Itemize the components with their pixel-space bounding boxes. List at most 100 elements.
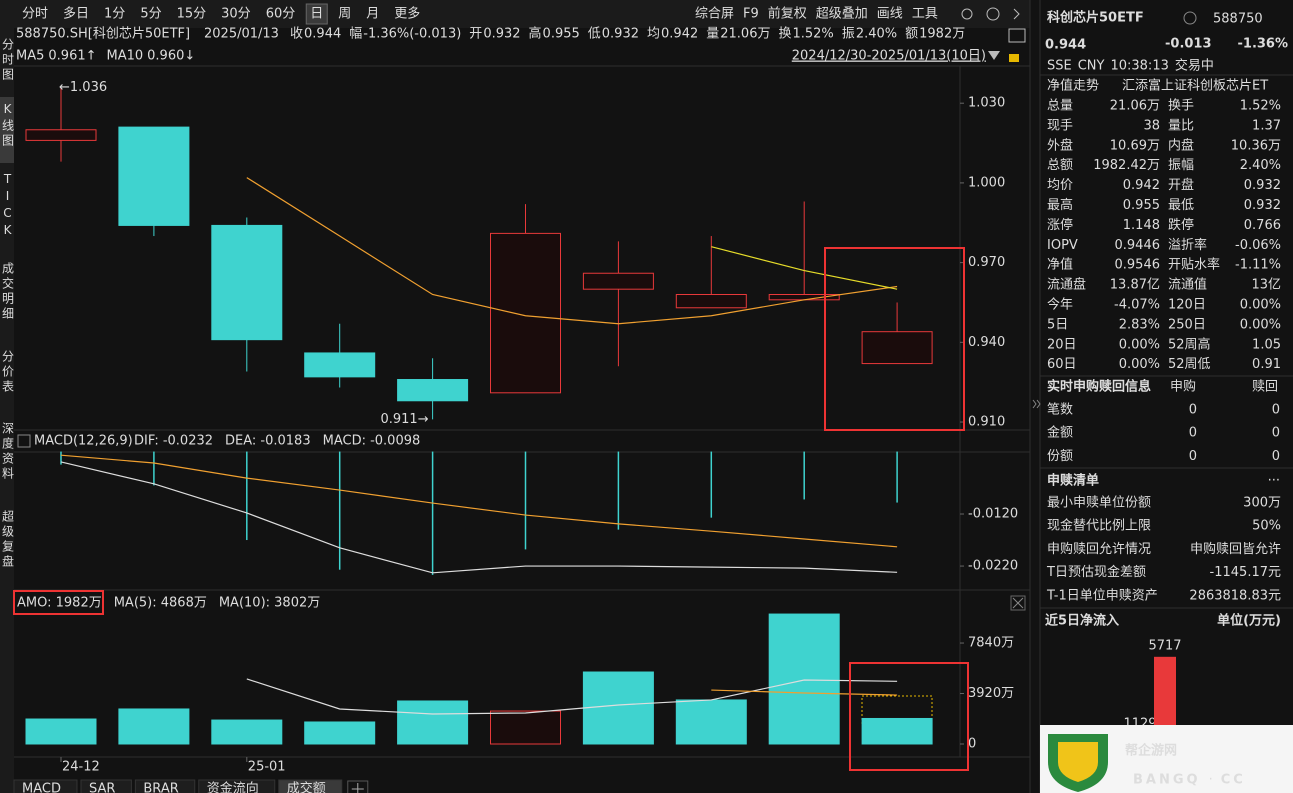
candle-body	[675, 293, 747, 309]
period-tab[interactable]: 15分	[177, 7, 207, 22]
add-tab-box[interactable]	[347, 780, 369, 793]
stat-value: 0.942	[1123, 178, 1160, 193]
candle-body	[118, 126, 190, 226]
stat-label: 流通值	[1168, 277, 1207, 293]
expand-icon[interactable]	[1032, 399, 1041, 409]
column-head: 申购	[1170, 379, 1196, 395]
ma-value: 0.960↓	[147, 49, 195, 64]
bottom-tab[interactable]	[80, 779, 132, 793]
tool-button[interactable]: 工具	[912, 7, 938, 22]
help-icon[interactable]	[17, 434, 31, 448]
period-tab[interactable]: 多日	[63, 6, 89, 22]
stat-label: 量比	[1168, 118, 1194, 133]
y-tick-label: 0.910	[968, 415, 1005, 430]
period-tab[interactable]: 5分	[140, 7, 161, 22]
stat-label: 60日	[1047, 357, 1077, 372]
stat-label: IOPV	[1047, 238, 1078, 253]
stat-value: 0.00%	[1119, 357, 1160, 372]
candle-body	[861, 331, 933, 365]
stat-label: 250日	[1168, 317, 1206, 332]
settings-icon[interactable]	[961, 8, 973, 20]
column-head: 赎回	[1252, 380, 1278, 395]
stat-value: 38	[1143, 118, 1160, 133]
tool-button[interactable]: F9	[743, 7, 759, 22]
stat-value: 0.9546	[1115, 258, 1161, 273]
period-tab[interactable]: 更多	[394, 6, 420, 22]
field-value: 0.932	[483, 27, 520, 42]
bottom-tab-label[interactable]: BRAR	[143, 782, 178, 793]
stat-value: 1.05	[1252, 337, 1281, 352]
section-title: 近5日净流入	[1045, 613, 1119, 629]
window-icon[interactable]	[1008, 28, 1026, 43]
tool-button[interactable]: 超级叠加	[816, 7, 868, 22]
stat-label: 总额	[1047, 158, 1073, 173]
side-tab[interactable]: 成交明细	[1, 262, 15, 322]
row-label: 现金替代比例上限	[1047, 518, 1151, 534]
close-icon[interactable]	[1012, 597, 1024, 609]
period-tab[interactable]: 日	[310, 7, 323, 22]
tool-button[interactable]: 前复权	[768, 6, 807, 22]
side-tab[interactable]: 深度资料	[1, 422, 15, 482]
ma-value: 0.961↑	[48, 49, 96, 64]
stat-label: 开盘	[1168, 177, 1194, 193]
tool-button[interactable]: 画线	[877, 7, 903, 22]
dropdown-icon[interactable]	[988, 51, 1000, 60]
stat-label: 涨停	[1047, 217, 1073, 233]
bottom-tab-label[interactable]: MACD	[22, 782, 61, 793]
period-tab[interactable]: 月	[366, 7, 379, 22]
volume-bar	[861, 717, 933, 745]
side-tab[interactable]: K线图	[1, 102, 15, 149]
flow-value: 5717	[1148, 638, 1181, 653]
bottom-tab[interactable]	[134, 779, 196, 793]
y-tick-label: 3920万	[968, 686, 1014, 701]
close-box[interactable]	[1010, 595, 1026, 611]
content: 分时 多日 1分 5分 15分 30分 60分日周月更多 综合屏 F9 前复权 超级叠加 画线 工具分时…	[1, 3, 1293, 793]
field-value: 21.06万	[720, 27, 770, 42]
bottom-tab[interactable]	[198, 779, 276, 793]
bottom-tab-label[interactable]: SAR	[89, 782, 115, 793]
macd-field: DEA: -0.0183	[225, 434, 311, 449]
candle-body	[768, 293, 840, 301]
period-tab[interactable]: 30分	[221, 7, 251, 22]
date-range: 2024/12/30-2025/01/13(10日)	[792, 49, 986, 64]
next-icon[interactable]	[1013, 8, 1020, 20]
field-label: 收	[290, 27, 303, 42]
bottom-tab-label[interactable]: 成交额	[287, 781, 326, 793]
stat-value: 10.36万	[1231, 138, 1281, 153]
volume-bar	[211, 719, 283, 745]
period-tab[interactable]: 1分	[104, 7, 125, 22]
bottom-tab[interactable]	[278, 779, 343, 793]
period-tab[interactable]: 周	[338, 7, 351, 22]
stat-value: 13亿	[1251, 278, 1281, 293]
field-value: 1.52%	[792, 27, 833, 42]
row-label: 笔数	[1047, 402, 1073, 418]
volume-projection	[861, 695, 933, 727]
bottom-tab[interactable]	[13, 779, 78, 793]
ma-name: MA5	[16, 49, 44, 64]
bottom-tab-label[interactable]: 资金流向	[207, 781, 259, 793]
stat-label: 内盘	[1168, 137, 1194, 153]
stat-label: 5日	[1047, 317, 1068, 332]
candle-body	[582, 272, 654, 290]
section-title: 实时申购赎回信息	[1047, 379, 1151, 395]
side-tab[interactable]: 超级复盘	[1, 509, 15, 570]
side-tab-active-bg	[0, 97, 14, 163]
more-button[interactable]: ···	[1268, 474, 1280, 489]
side-tab[interactable]: 分价表	[1, 350, 15, 395]
lock-icon[interactable]	[1009, 54, 1019, 62]
period-tab[interactable]: 60分	[266, 7, 296, 22]
stat-value: 0.932	[1244, 178, 1281, 193]
row-label: T日预估现金差额	[1046, 564, 1146, 580]
stat-label: 振幅	[1168, 158, 1194, 173]
field-label: 低	[588, 27, 601, 42]
side-tab[interactable]: TICK	[1, 172, 15, 240]
volume-ma-line	[246, 678, 898, 715]
side-tab[interactable]: 分时图	[1, 38, 15, 83]
period-tab[interactable]: 分时	[22, 7, 48, 22]
tool-button[interactable]: 综合屏	[695, 7, 734, 22]
info-icon[interactable]	[1183, 11, 1197, 25]
candle-body	[25, 129, 97, 141]
circle-icon[interactable]	[986, 7, 1000, 21]
stat-value: 0.766	[1244, 218, 1281, 233]
tab: 净值走势	[1047, 78, 1099, 94]
